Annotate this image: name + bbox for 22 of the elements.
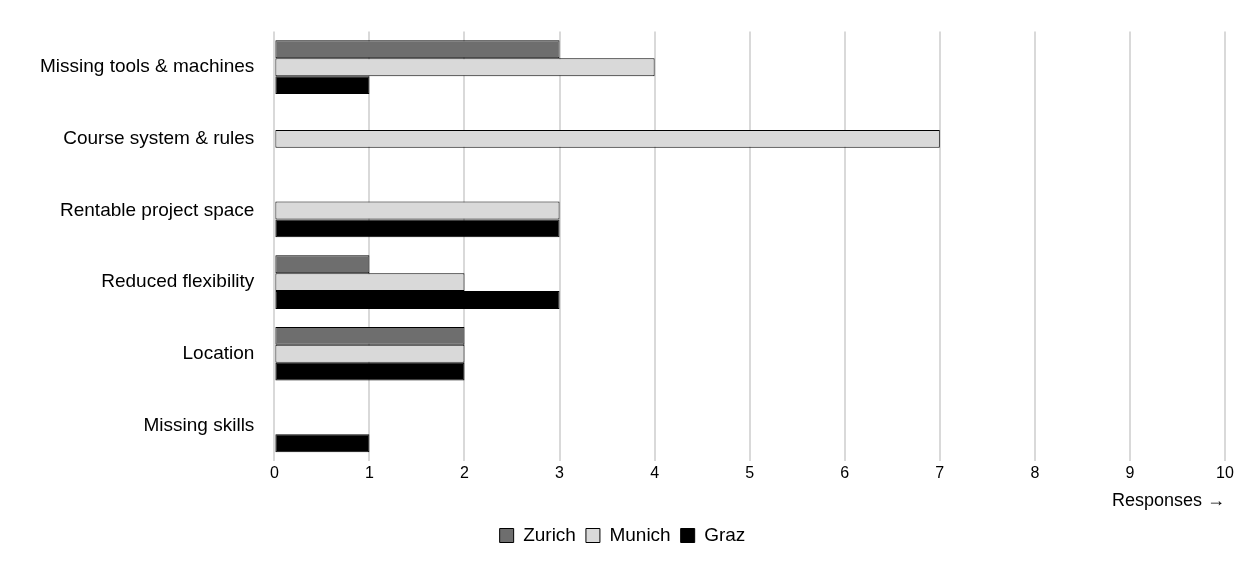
x-tick-label: 0 <box>269 464 279 482</box>
y-tick-label: Missing tools & machines <box>39 55 255 77</box>
x-tick-label: 6 <box>840 464 850 482</box>
legend-label: Zurich <box>523 523 576 545</box>
x-tick-label: 4 <box>650 464 660 482</box>
legend-label: Graz <box>704 523 746 545</box>
x-tick-label: 7 <box>935 464 945 482</box>
x-axis-title: Responses → <box>1111 490 1225 511</box>
y-tick-label: Missing skills <box>143 413 255 435</box>
bar <box>275 434 370 453</box>
y-tick-label: Location <box>182 341 255 363</box>
x-tick-label: 9 <box>1125 464 1135 482</box>
x-tick-label: 8 <box>1030 464 1040 482</box>
y-tick-label: Course system & rules <box>63 127 255 149</box>
x-tick-label: 5 <box>745 464 755 482</box>
x-tick-label: 2 <box>460 464 470 482</box>
x-tick-label: 3 <box>555 464 565 482</box>
legend-label: Munich <box>609 523 671 545</box>
y-tick-label: Reduced flexibility <box>101 270 255 292</box>
x-tick-label: 10 <box>1216 464 1234 482</box>
y-tick-label: Rentable project space <box>60 198 255 220</box>
x-tick-label: 1 <box>364 464 374 482</box>
